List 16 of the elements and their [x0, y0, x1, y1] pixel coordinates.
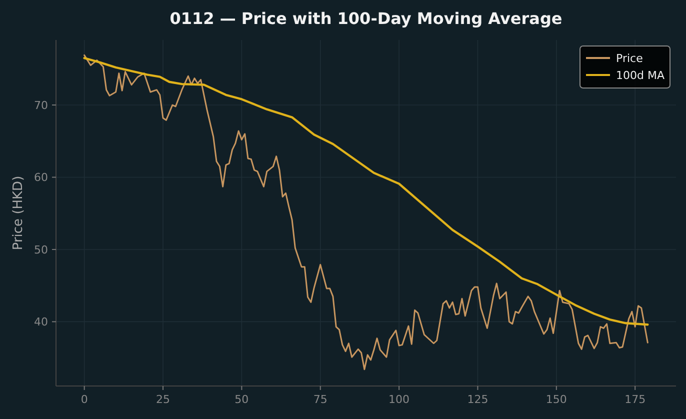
legend-label: Price: [616, 52, 644, 65]
x-tick-label: 175: [624, 393, 646, 406]
x-tick-label: 0: [80, 393, 88, 406]
y-tick-label: 50: [34, 243, 48, 256]
x-tick-label: 25: [156, 393, 170, 406]
y-axis-title: Price (HKD): [11, 176, 26, 250]
chart-title: 0112 — Price with 100-Day Moving Average: [170, 9, 562, 28]
x-tick-label: 100: [388, 393, 410, 406]
x-tick-label: 125: [467, 393, 488, 406]
legend-label: 100d MA: [616, 69, 665, 82]
x-tick-label: 150: [546, 393, 567, 406]
y-tick-label: 40: [34, 316, 48, 329]
x-tick-label: 50: [234, 393, 249, 406]
y-tick-label: 60: [34, 171, 48, 184]
y-tick-label: 70: [34, 99, 48, 112]
x-tick-label: 75: [313, 393, 328, 406]
